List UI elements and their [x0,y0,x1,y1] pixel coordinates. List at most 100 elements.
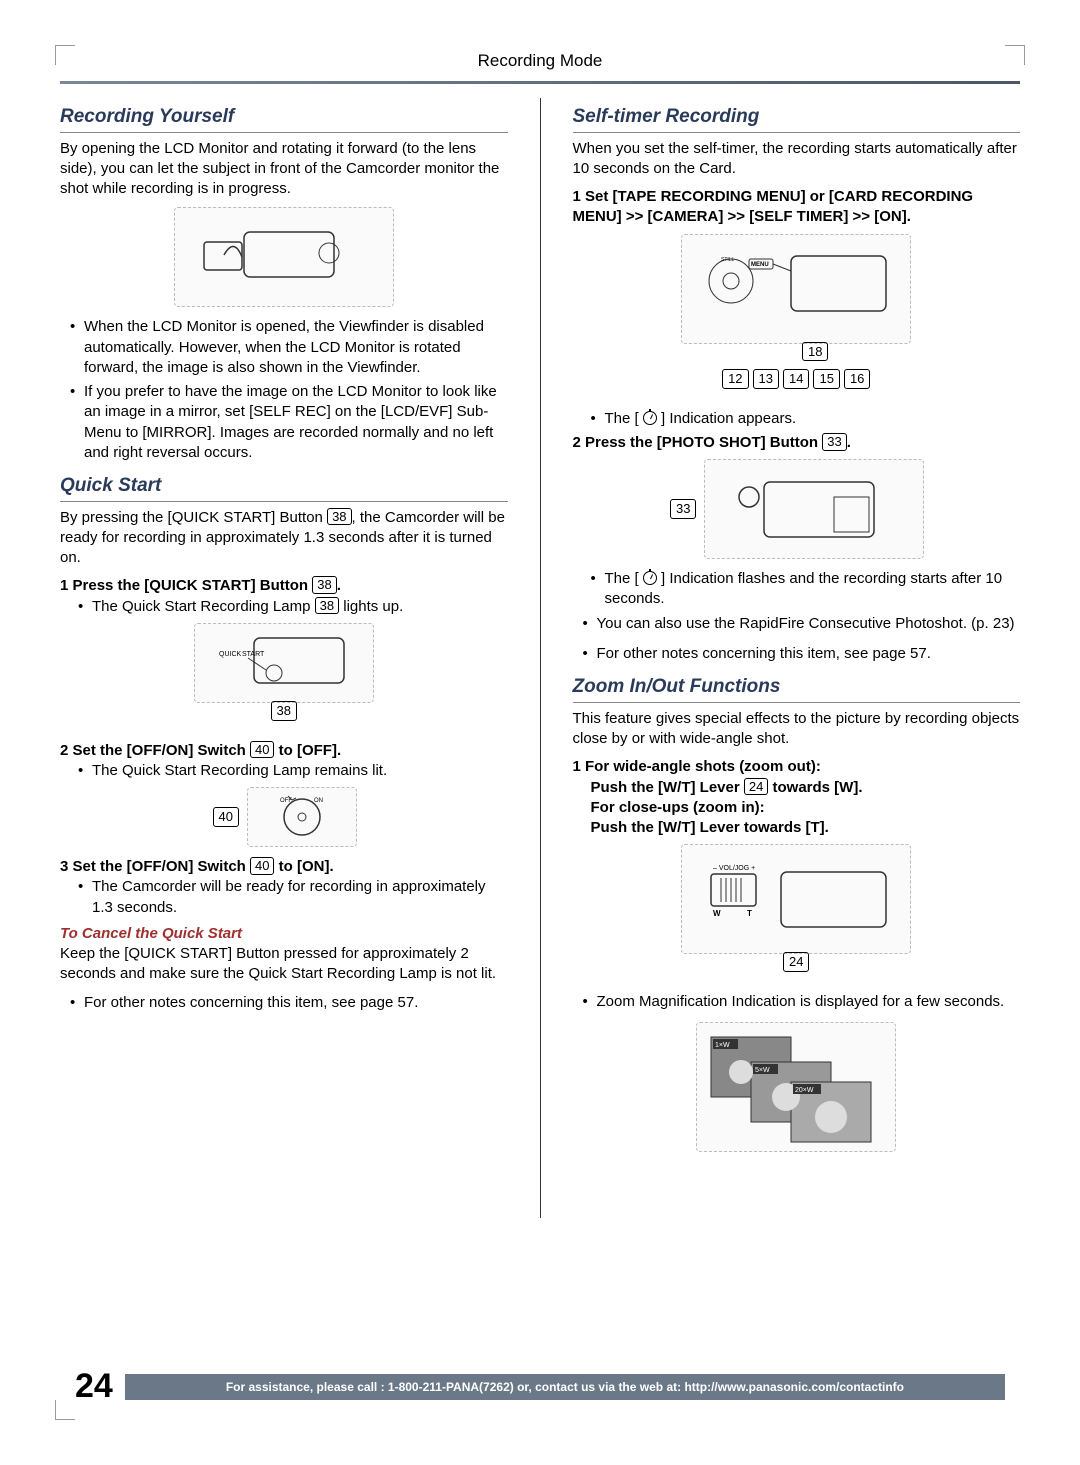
list-item: If you prefer to have the image on the L… [74,382,508,463]
camcorder-illustration [704,459,924,559]
list-item: The [ ] Indication appears. [595,409,1021,429]
text: . [847,434,851,451]
ref-box: 24 [783,952,809,972]
step-heading: 2 Press the [PHOTO SHOT] Button 33. [573,433,1021,453]
text: By pressing the [QUICK START] Button [60,509,327,526]
list-item: For other notes concerning this item, se… [587,644,1021,664]
step: 1 For wide-angle shots (zoom out): Push … [573,757,1021,838]
step: 1 Set [TAPE RECORDING MENU] or [CARD REC… [573,187,1021,228]
illustration-zoom-samples: 1×W 5×W 20×W [573,1022,1021,1152]
step-heading: 2 Set the [OFF/ON] Switch 40 to [OFF]. [60,741,508,761]
svg-text:20×W: 20×W [795,1087,814,1094]
text: . [337,577,341,594]
ref-box: 15 [813,369,839,389]
text: to [OFF]. [274,742,341,759]
text: Push the [W/T] Lever [591,779,744,796]
self-timer-icon [643,571,657,585]
svg-text:START: START [242,651,265,658]
svg-text:5×W: 5×W [755,1067,770,1074]
text: The Quick Start Recording Lamp [92,598,315,615]
text: 1 Press the [QUICK START] Button [60,577,312,594]
ref-box: 40 [250,857,274,875]
list-item: When the LCD Monitor is opened, the View… [74,317,508,378]
left-column: Recording Yourself By opening the LCD Mo… [60,98,508,1218]
page-number: 24 [75,1364,113,1410]
ref-box: 14 [783,369,809,389]
ref-box: 12 [722,369,748,389]
illustration-self-timer-1: STILL MENU 18 1213141516 [573,234,1021,399]
section-title-self-timer: Self-timer Recording [573,104,1021,133]
footer-assistance-text: For assistance, please call : 1-800-211-… [125,1374,1005,1400]
text: ] Indication flashes and the recording s… [605,570,1003,607]
text: towards [W]. [768,779,862,796]
text: The [ [605,410,643,427]
svg-text:T: T [747,909,752,918]
ref-box: 40 [250,741,274,759]
ref-box: 16 [844,369,870,389]
step-heading: 1 Press the [QUICK START] Button 38. [60,576,508,596]
column-divider [540,98,541,1218]
step: 2 Press the [PHOTO SHOT] Button 33. [573,433,1021,453]
list-item: The Quick Start Recording Lamp 38 lights… [82,597,508,617]
text: The [ [605,570,643,587]
list-item: You can also use the RapidFire Consecuti… [587,614,1021,634]
svg-text:1×W: 1×W [715,1042,730,1049]
crop-mark [55,1400,75,1420]
paragraph: By pressing the [QUICK START] Button 38,… [60,508,508,569]
section-title-recording-yourself: Recording Yourself [60,104,508,133]
section-title-zoom: Zoom In/Out Functions [573,674,1021,703]
illustration-recording-yourself [60,207,508,307]
subheading-cancel-quick-start: To Cancel the Quick Start [60,924,508,944]
step: 3 Set the [OFF/ON] Switch 40 to [ON]. Th… [60,857,508,918]
ref-box: 24 [744,778,768,796]
text: ] Indication appears. [657,410,796,427]
text: 2 Set the [OFF/ON] Switch [60,742,250,759]
paragraph: This feature gives special effects to th… [573,709,1021,750]
step: 1 Press the [QUICK START] Button 38. The… [60,576,508,617]
camcorder-illustration: STILL MENU [681,234,911,344]
bullet-list: For other notes concerning this item, se… [60,993,508,1013]
list-item: For other notes concerning this item, se… [74,993,508,1013]
text: For close-ups (zoom in): [573,798,1021,818]
svg-text:MENU: MENU [751,262,769,268]
illustration-quick-start-2: 40 OFF ON [60,787,508,847]
text: to [ON]. [274,858,333,875]
ref-box: 18 [802,342,828,362]
list-item: Zoom Magnification Indication is display… [587,992,1021,1012]
illustration-self-timer-2: 33 [573,459,1021,559]
self-timer-icon [643,411,657,425]
list-item: The Camcorder will be ready for recordin… [82,877,508,918]
list-item: The Quick Start Recording Lamp remains l… [82,761,508,781]
ref-box: 40 [213,807,239,827]
svg-text:QUICK: QUICK [219,651,242,658]
ref-box: 38 [312,576,336,594]
svg-text:W: W [713,909,721,918]
svg-text:STILL: STILL [721,257,735,263]
text: 1 For wide-angle shots (zoom out): [573,757,1021,777]
paragraph: When you set the self-timer, the recordi… [573,139,1021,180]
right-column: Self-timer Recording When you set the se… [573,98,1021,1218]
ref-box: 33 [822,433,846,451]
text: lights up. [339,598,403,615]
ref-box: 13 [753,369,779,389]
step-heading: 1 Set [TAPE RECORDING MENU] or [CARD REC… [573,187,1021,228]
bullet-list: When the LCD Monitor is opened, the View… [60,317,508,463]
text: Push the [W/T] Lever towards [T]. [573,818,1021,838]
bullet-list: Zoom Magnification Indication is display… [573,992,1021,1012]
paragraph: By opening the LCD Monitor and rotating … [60,139,508,200]
top-rule [60,81,1020,84]
camcorder-illustration [174,207,394,307]
camcorder-illustration: QUICK START [194,623,374,703]
illustration-zoom-lever: – VOL/JOG + W T 24 [573,844,1021,982]
list-item: The [ ] Indication flashes and the recor… [595,569,1021,610]
illustration-quick-start-1: QUICK START 38 [60,623,508,731]
bullet-list: For other notes concerning this item, se… [573,644,1021,664]
text: 2 Press the [PHOTO SHOT] Button [573,434,823,451]
step: 2 Set the [OFF/ON] Switch 40 to [OFF]. T… [60,741,508,782]
svg-text:– VOL/JOG +: – VOL/JOG + [713,865,755,872]
ref-box: 33 [670,499,696,519]
camcorder-illustration: – VOL/JOG + W T [681,844,911,954]
crop-mark [1005,45,1025,65]
zoom-sample-illustration: 1×W 5×W 20×W [696,1022,896,1152]
ref-box: 38 [271,701,297,721]
